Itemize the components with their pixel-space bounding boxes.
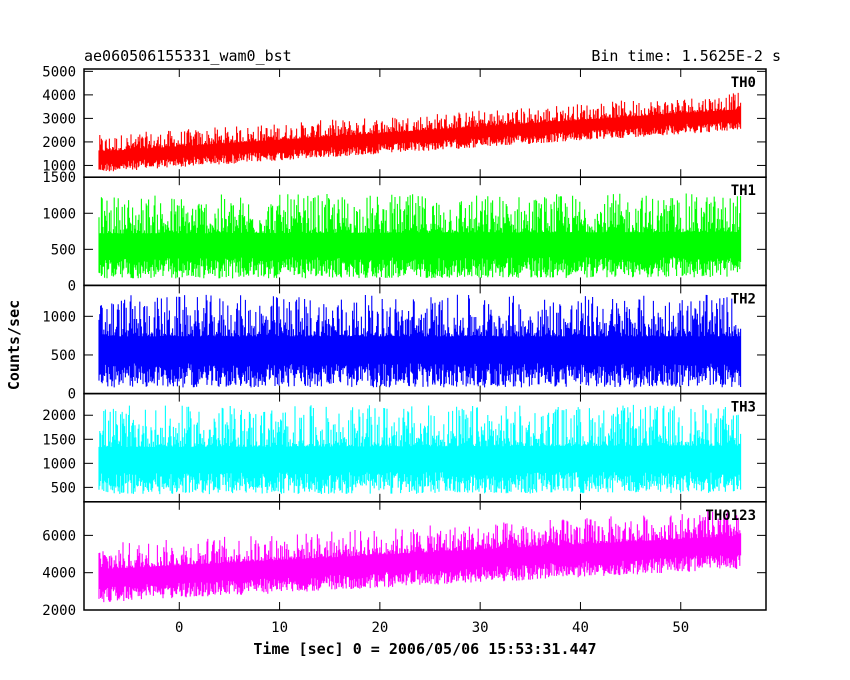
series-th3: [98, 404, 742, 495]
y-tick-label: 5000: [42, 64, 76, 80]
y-tick-label: 1000: [42, 309, 76, 325]
x-tick-label: 10: [271, 620, 288, 636]
y-tick-label: 1500: [42, 432, 76, 448]
series-th0123: [98, 511, 742, 603]
panel-label-th0123: TH0123: [705, 508, 756, 524]
y-tick-label: 500: [51, 348, 76, 364]
y-tick-label: 0: [68, 278, 76, 294]
x-tick-label: 0: [175, 620, 183, 636]
panel-label-th3: TH3: [731, 400, 756, 416]
y-tick-label: 6000: [42, 528, 76, 544]
y-tick-label: 0: [68, 387, 76, 403]
panel-label-th2: TH2: [731, 291, 756, 307]
series-th1: [98, 193, 742, 279]
x-tick-label: 30: [472, 620, 489, 636]
y-tick-label: 3000: [42, 111, 76, 127]
x-tick-label: 40: [572, 620, 589, 636]
y-tick-label: 500: [51, 480, 76, 496]
x-tick-label: 20: [371, 620, 388, 636]
y-tick-label: 1000: [42, 158, 76, 174]
y-tick-label: 4000: [42, 88, 76, 104]
series-th0: [98, 92, 742, 172]
chart-title: ae060506155331_wam0_bst: [84, 47, 292, 65]
y-tick-label: 1500: [42, 170, 76, 186]
bin-time-label: Bin time: 1.5625E-2 s: [591, 47, 781, 65]
y-tick-label: 1000: [42, 456, 76, 472]
panel-label-th1: TH1: [731, 183, 756, 199]
panel-label-th0: TH0: [731, 75, 756, 91]
y-tick-label: 2000: [42, 603, 76, 619]
x-tick-label: 50: [672, 620, 689, 636]
y-tick-label: 4000: [42, 566, 76, 582]
y-axis-label: Counts/sec: [5, 300, 23, 390]
x-axis-label: Time [sec] 0 = 2006/05/06 15:53:31.447: [253, 640, 596, 658]
panels: 10002000300040005000TH0050010001500TH105…: [42, 64, 767, 636]
y-tick-label: 2000: [42, 408, 76, 424]
y-tick-label: 500: [51, 242, 76, 258]
panel-frame: [83, 501, 767, 611]
series-th2: [98, 294, 742, 388]
y-tick-label: 1000: [42, 206, 76, 222]
y-tick-label: 2000: [42, 135, 76, 151]
